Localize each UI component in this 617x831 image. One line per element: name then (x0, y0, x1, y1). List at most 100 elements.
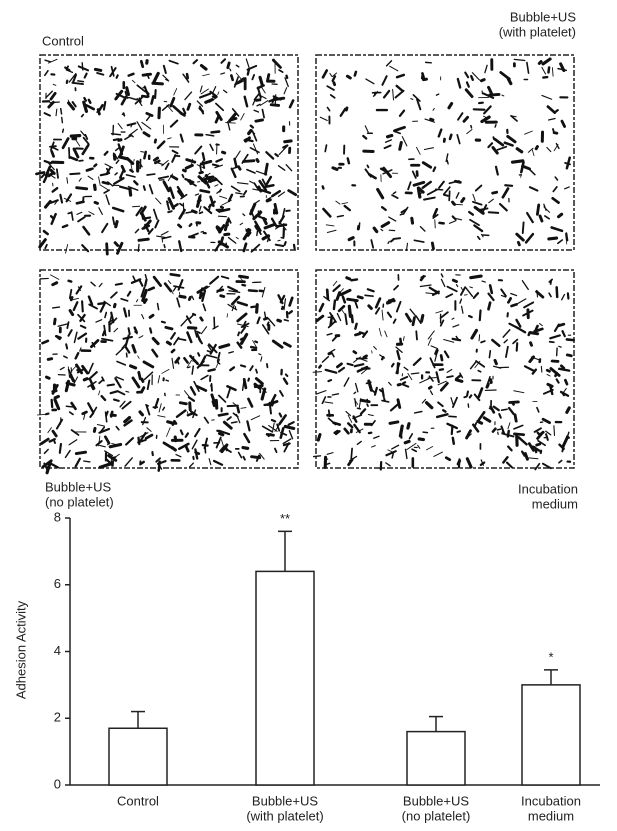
cell (566, 435, 570, 439)
cell (188, 232, 199, 238)
cell (443, 350, 450, 359)
cell (282, 341, 292, 348)
cell (43, 112, 51, 117)
cell (189, 313, 195, 320)
cell (417, 444, 421, 449)
cell (513, 432, 526, 437)
cell (465, 287, 474, 297)
cell (285, 164, 293, 172)
cell (470, 124, 473, 129)
cell (321, 355, 330, 363)
cell (135, 206, 143, 217)
cell (381, 399, 390, 403)
y-tick-label: 4 (54, 643, 61, 658)
cell (189, 386, 197, 396)
cell (224, 447, 232, 453)
cell (45, 462, 52, 469)
cell (284, 77, 289, 88)
cell (192, 59, 199, 65)
cell (71, 81, 84, 85)
cell (346, 297, 359, 303)
cell (440, 273, 444, 278)
cell (210, 382, 213, 387)
cell (535, 442, 542, 447)
cell (242, 455, 246, 461)
cell (482, 416, 492, 423)
cell (187, 295, 192, 301)
cell (504, 184, 514, 187)
cell (372, 226, 379, 234)
cell (427, 330, 435, 340)
cell (212, 325, 219, 330)
cell (516, 298, 527, 305)
cell (287, 189, 298, 197)
cell (396, 362, 400, 375)
cell (206, 350, 213, 354)
cell (380, 206, 387, 212)
cell (282, 438, 292, 445)
cell (232, 402, 238, 407)
cell (70, 401, 77, 411)
cell (141, 313, 145, 320)
cell (335, 291, 342, 301)
cell (141, 288, 148, 303)
cell (440, 278, 446, 288)
cell (188, 223, 193, 227)
cell (232, 116, 236, 119)
cell (130, 122, 134, 128)
cell (117, 390, 126, 396)
cell (65, 244, 69, 254)
cell (152, 275, 162, 287)
cell (384, 139, 392, 143)
cell (332, 280, 338, 287)
cell (480, 233, 484, 238)
cell (258, 179, 268, 192)
cell (332, 299, 337, 311)
cell (430, 345, 439, 350)
cell (452, 324, 460, 328)
cell (52, 83, 57, 86)
cell (144, 273, 147, 279)
cell (396, 349, 401, 361)
cell (241, 445, 250, 450)
cell (455, 284, 459, 288)
cell (343, 427, 350, 435)
cell (134, 228, 140, 234)
cell (270, 418, 277, 423)
cell (420, 275, 426, 279)
cell (194, 329, 198, 338)
cell (117, 155, 130, 161)
cell (527, 442, 535, 452)
cell (274, 243, 285, 248)
cell (547, 236, 559, 241)
cell (51, 429, 58, 438)
cell (104, 450, 114, 457)
cell (429, 390, 434, 396)
cell (370, 239, 375, 249)
cell (271, 339, 284, 349)
cell (491, 190, 499, 195)
cell (47, 427, 52, 434)
cell (43, 462, 49, 471)
cell (435, 413, 449, 419)
cell (110, 291, 118, 299)
cell (165, 78, 170, 82)
cell (523, 365, 536, 373)
cell (170, 348, 176, 354)
cell (147, 286, 156, 292)
cell (164, 162, 170, 170)
cell (81, 143, 90, 156)
cell (263, 230, 271, 242)
cell (185, 72, 189, 80)
cell (194, 427, 201, 438)
cell (435, 310, 444, 314)
cell (283, 442, 290, 453)
cell (462, 115, 470, 123)
cell (140, 286, 146, 298)
cell (119, 170, 125, 179)
cell (197, 194, 202, 203)
cell (559, 390, 570, 397)
cell (98, 379, 104, 385)
cell (432, 166, 437, 173)
cell (253, 109, 260, 113)
